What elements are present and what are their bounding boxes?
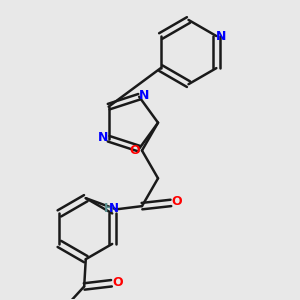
Text: O: O: [112, 276, 123, 289]
Text: N: N: [139, 88, 149, 102]
Text: O: O: [129, 144, 140, 157]
Text: N: N: [109, 202, 119, 215]
Text: N: N: [98, 130, 109, 144]
Text: N: N: [216, 29, 226, 43]
Text: O: O: [171, 196, 182, 208]
Text: H: H: [103, 202, 113, 215]
